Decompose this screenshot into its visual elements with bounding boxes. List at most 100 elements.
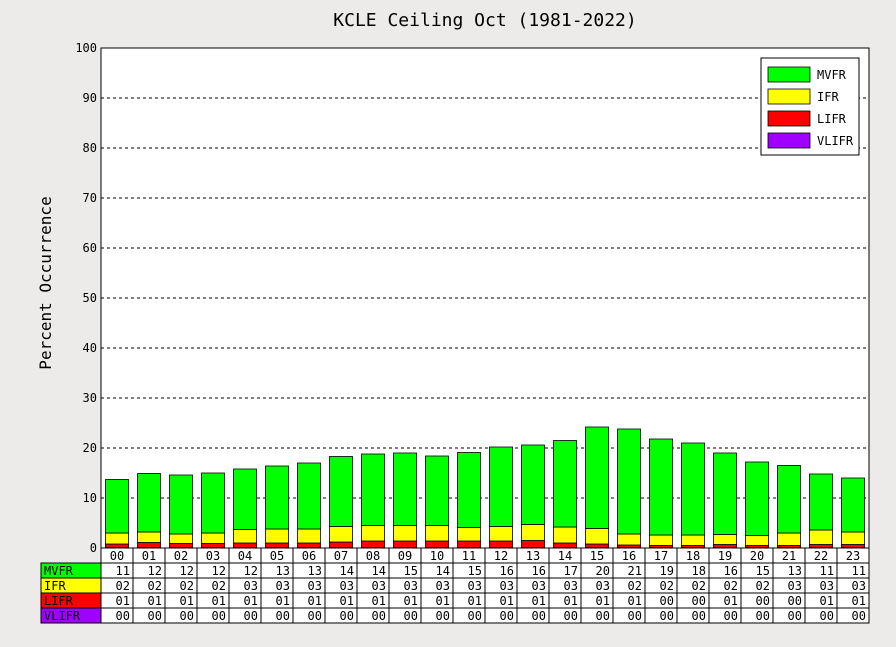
table-cell: 14	[340, 564, 354, 578]
bar-ifr-06	[297, 528, 321, 544]
table-cell: 00	[276, 609, 290, 623]
x-tick-label: 02	[174, 549, 188, 563]
table-cell: 00	[116, 609, 130, 623]
bar-lifr-10	[425, 540, 449, 548]
table-cell: 00	[692, 594, 706, 608]
table-cell: 02	[212, 579, 226, 593]
table-cell: 00	[820, 609, 834, 623]
y-tick-label: 20	[83, 441, 97, 455]
table-cell: 00	[340, 609, 354, 623]
table-cell: 03	[340, 579, 354, 593]
bar-mvfr-15	[585, 426, 609, 529]
legend-label-vlifr: VLIFR	[817, 134, 854, 148]
table-cell: 01	[436, 594, 450, 608]
table-cell: 01	[596, 594, 610, 608]
table-cell: 03	[468, 579, 482, 593]
x-tick-label: 14	[558, 549, 572, 563]
table-row-label-text: IFR	[44, 579, 66, 593]
x-tick-label: 05	[270, 549, 284, 563]
y-tick-label: 60	[83, 241, 97, 255]
table-cell: 16	[500, 564, 514, 578]
table-cell: 02	[628, 579, 642, 593]
bar-lifr-01	[137, 542, 161, 548]
table-cell: 12	[180, 564, 194, 578]
bar-lifr-12	[489, 540, 513, 548]
bar-mvfr-08	[361, 453, 385, 526]
bar-ifr-15	[585, 528, 609, 545]
bar-ifr-02	[169, 533, 193, 544]
table-cell: 00	[788, 594, 802, 608]
bar-ifr-03	[201, 532, 225, 544]
table-cell: 00	[788, 609, 802, 623]
bar-lifr-14	[553, 542, 577, 548]
table-cell: 17	[564, 564, 578, 578]
bar-mvfr-12	[489, 446, 513, 527]
x-tick-label: 10	[430, 549, 444, 563]
table-cell: 03	[308, 579, 322, 593]
bar-mvfr-13	[521, 444, 545, 525]
x-tick-label: 06	[302, 549, 316, 563]
y-tick-label: 90	[83, 91, 97, 105]
bar-mvfr-16	[617, 428, 641, 535]
table-cell: 01	[308, 594, 322, 608]
bar-ifr-17	[649, 534, 673, 546]
bar-ifr-16	[617, 533, 641, 546]
bar-mvfr-19	[713, 452, 737, 535]
bar-mvfr-03	[201, 472, 225, 534]
table-cell: 00	[500, 609, 514, 623]
bar-lifr-23	[841, 544, 865, 548]
table-cell: 01	[340, 594, 354, 608]
x-tick-label: 21	[782, 549, 796, 563]
table-cell: 00	[468, 609, 482, 623]
bar-ifr-22	[809, 529, 833, 545]
x-tick-label: 19	[718, 549, 732, 563]
x-tick-label: 18	[686, 549, 700, 563]
bar-mvfr-23	[841, 477, 865, 533]
x-tick-label: 04	[238, 549, 252, 563]
table-row-label-text: VLIFR	[44, 609, 81, 623]
table-cell: 13	[788, 564, 802, 578]
bar-mvfr-17	[649, 438, 673, 536]
table-cell: 00	[660, 594, 674, 608]
table-cell: 03	[404, 579, 418, 593]
bar-lifr-09	[393, 540, 417, 548]
table-cell: 01	[564, 594, 578, 608]
x-tick-label: 03	[206, 549, 220, 563]
table-cell: 01	[116, 594, 130, 608]
bar-ifr-08	[361, 525, 385, 542]
table-cell: 02	[724, 579, 738, 593]
table-cell: 01	[244, 594, 258, 608]
table-cell: 00	[724, 609, 738, 623]
x-tick-label: 00	[110, 549, 124, 563]
table-cell: 02	[116, 579, 130, 593]
bar-lifr-03	[201, 543, 225, 548]
table-cell: 14	[436, 564, 450, 578]
legend-label-lifr: LIFR	[817, 112, 847, 126]
table-cell: 00	[180, 609, 194, 623]
y-axis-ticks: 0 10 20 30 40 50 60 70 80 90 100	[75, 41, 97, 555]
table-cell: 16	[724, 564, 738, 578]
table-cell: 12	[212, 564, 226, 578]
x-tick-label: 16	[622, 549, 636, 563]
legend-swatch-vlifr	[767, 132, 811, 149]
bar-ifr-20	[745, 535, 769, 546]
table-cell: 03	[820, 579, 834, 593]
table-cell: 11	[852, 564, 866, 578]
bar-lifr-04	[233, 542, 257, 548]
bar-mvfr-22	[809, 473, 833, 531]
legend-swatch-lifr	[767, 110, 811, 127]
bar-lifr-05	[265, 542, 289, 548]
table-cell: 02	[692, 579, 706, 593]
grid-lines	[101, 97, 869, 499]
bar-lifr-06	[297, 542, 321, 548]
table-cell: 00	[756, 609, 770, 623]
table-cell: 01	[372, 594, 386, 608]
table-cell: 00	[372, 609, 386, 623]
table-cell: 00	[596, 609, 610, 623]
bar-lifr-19	[713, 544, 737, 548]
table-cell: 15	[756, 564, 770, 578]
x-tick-label: 12	[494, 549, 508, 563]
table-cell: 01	[468, 594, 482, 608]
x-tick-label: 11	[462, 549, 476, 563]
